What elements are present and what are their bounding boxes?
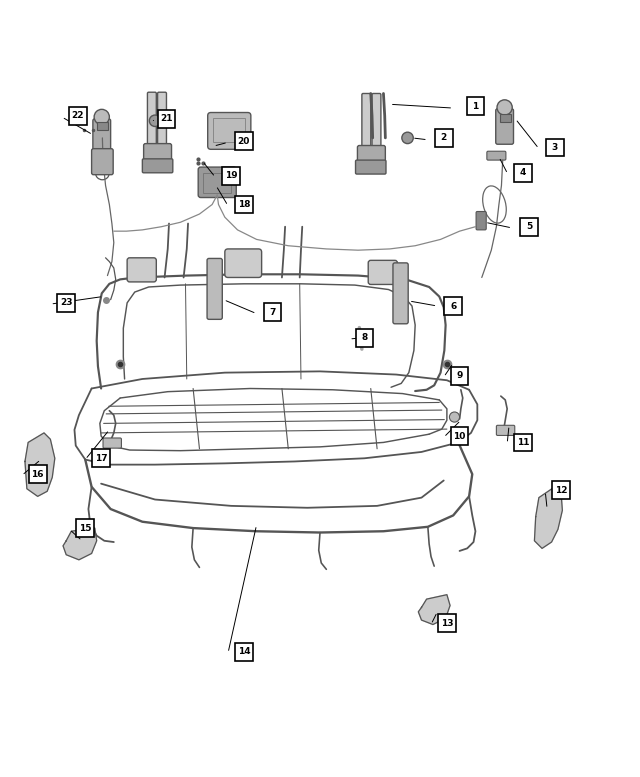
Text: 5: 5 [526, 222, 532, 232]
FancyBboxPatch shape [356, 329, 373, 347]
Text: 6: 6 [450, 301, 456, 311]
FancyBboxPatch shape [157, 92, 166, 148]
FancyBboxPatch shape [451, 367, 468, 385]
FancyBboxPatch shape [103, 438, 122, 448]
Text: 17: 17 [95, 454, 108, 463]
Text: 4: 4 [520, 169, 526, 177]
Text: 8: 8 [362, 333, 367, 342]
FancyBboxPatch shape [514, 164, 532, 182]
Text: 1: 1 [472, 102, 479, 110]
FancyBboxPatch shape [372, 93, 381, 150]
Polygon shape [25, 433, 55, 497]
FancyBboxPatch shape [207, 259, 222, 319]
Circle shape [94, 110, 109, 124]
FancyBboxPatch shape [147, 92, 156, 148]
FancyBboxPatch shape [92, 449, 110, 467]
Text: 22: 22 [72, 111, 84, 120]
FancyBboxPatch shape [235, 196, 253, 214]
Polygon shape [534, 487, 563, 549]
FancyBboxPatch shape [368, 260, 397, 284]
FancyBboxPatch shape [127, 258, 156, 282]
Circle shape [402, 132, 413, 144]
FancyBboxPatch shape [76, 519, 94, 537]
Text: 7: 7 [269, 308, 276, 317]
FancyBboxPatch shape [476, 211, 486, 230]
FancyBboxPatch shape [438, 615, 456, 632]
Text: 18: 18 [237, 200, 250, 209]
Polygon shape [63, 528, 97, 559]
FancyBboxPatch shape [514, 434, 532, 451]
FancyBboxPatch shape [29, 465, 47, 483]
FancyBboxPatch shape [142, 159, 173, 172]
FancyBboxPatch shape [208, 113, 251, 149]
Text: 2: 2 [440, 134, 447, 142]
Text: 23: 23 [60, 298, 72, 308]
FancyBboxPatch shape [235, 132, 253, 150]
Polygon shape [419, 594, 450, 625]
FancyBboxPatch shape [225, 249, 262, 277]
FancyBboxPatch shape [97, 122, 108, 130]
FancyBboxPatch shape [362, 93, 371, 150]
FancyBboxPatch shape [157, 110, 175, 127]
Text: 10: 10 [453, 431, 466, 441]
FancyBboxPatch shape [143, 144, 172, 163]
Text: 14: 14 [237, 647, 250, 657]
FancyBboxPatch shape [222, 167, 240, 185]
FancyBboxPatch shape [235, 643, 253, 660]
FancyBboxPatch shape [500, 114, 511, 122]
Circle shape [149, 115, 161, 127]
FancyBboxPatch shape [451, 427, 468, 445]
Text: 21: 21 [160, 114, 173, 124]
FancyBboxPatch shape [264, 304, 282, 321]
Text: 12: 12 [555, 486, 567, 494]
FancyBboxPatch shape [68, 106, 86, 124]
FancyBboxPatch shape [93, 119, 111, 155]
FancyBboxPatch shape [444, 297, 462, 315]
FancyBboxPatch shape [357, 145, 385, 166]
FancyBboxPatch shape [487, 152, 506, 160]
Text: 20: 20 [237, 137, 250, 145]
Circle shape [449, 412, 460, 422]
FancyBboxPatch shape [356, 160, 386, 174]
Text: 3: 3 [552, 143, 558, 152]
FancyBboxPatch shape [393, 263, 408, 324]
FancyBboxPatch shape [552, 481, 570, 499]
FancyBboxPatch shape [92, 148, 113, 175]
Text: 16: 16 [31, 469, 44, 479]
FancyBboxPatch shape [520, 218, 538, 235]
Text: 11: 11 [516, 438, 529, 447]
Text: 9: 9 [456, 371, 463, 380]
FancyBboxPatch shape [546, 138, 564, 156]
FancyBboxPatch shape [58, 294, 75, 312]
FancyBboxPatch shape [467, 97, 484, 115]
FancyBboxPatch shape [497, 425, 515, 435]
Text: 15: 15 [79, 524, 92, 532]
FancyBboxPatch shape [435, 129, 452, 147]
FancyBboxPatch shape [496, 109, 513, 145]
Text: 19: 19 [225, 172, 237, 180]
FancyBboxPatch shape [198, 167, 236, 197]
Circle shape [497, 99, 512, 115]
Text: 13: 13 [440, 618, 453, 628]
